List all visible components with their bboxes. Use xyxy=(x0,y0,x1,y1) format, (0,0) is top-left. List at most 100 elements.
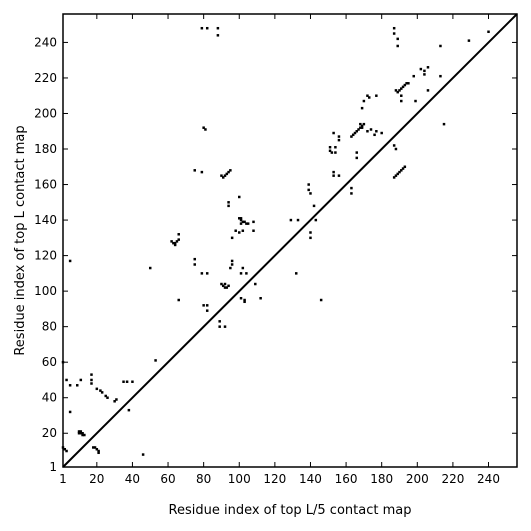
contact-point-lower xyxy=(394,174,398,177)
contact-point-upper xyxy=(337,135,341,138)
contact-point-upper xyxy=(122,380,125,383)
contact-point-upper xyxy=(309,236,312,240)
contact-point-upper xyxy=(366,130,369,133)
contact-point-upper xyxy=(426,89,430,92)
contact-point-upper xyxy=(90,378,93,382)
contact-point-upper xyxy=(227,201,230,204)
contact-point-upper xyxy=(218,320,221,323)
contact-point-upper xyxy=(309,231,312,234)
contact-point-upper xyxy=(396,37,399,41)
x-tick-label: 200 xyxy=(406,472,429,486)
x-tick-label: 80 xyxy=(196,472,211,486)
contact-point-lower xyxy=(396,172,399,176)
contact-point-lower xyxy=(83,433,86,437)
contact-point-lower xyxy=(403,83,407,87)
contact-point-lower xyxy=(92,446,95,449)
contact-point-upper xyxy=(239,272,243,275)
contact-point-upper xyxy=(205,304,209,307)
contact-point-upper xyxy=(230,236,234,240)
contact-point-upper xyxy=(307,188,310,192)
contact-point-lower xyxy=(241,220,245,224)
contact-point-upper xyxy=(68,410,72,414)
contact-point-lower xyxy=(353,131,357,135)
contact-point-upper xyxy=(400,99,403,103)
contact-point-lower xyxy=(99,389,102,392)
contact-point-lower xyxy=(95,447,99,451)
contact-point-lower xyxy=(79,432,83,435)
y-tick-label: 80 xyxy=(42,320,57,334)
contact-point-upper xyxy=(238,231,241,234)
contact-point-lower xyxy=(221,176,225,179)
y-tick-label: 20 xyxy=(42,426,57,440)
contact-point-upper xyxy=(230,263,234,266)
contact-point-upper xyxy=(380,131,383,135)
contact-point-lower xyxy=(227,170,230,174)
contact-point-lower xyxy=(245,222,248,225)
contact-point-lower xyxy=(392,176,396,179)
contact-point-upper xyxy=(392,32,396,35)
contact-point-upper xyxy=(148,266,152,270)
contact-point-upper xyxy=(76,384,79,387)
y-tick-label: 120 xyxy=(34,249,57,263)
x-tick-label: 1 xyxy=(59,472,67,486)
contact-point-upper xyxy=(245,272,248,275)
contact-point-upper xyxy=(239,217,243,220)
x-tick-label: 100 xyxy=(228,472,251,486)
contact-point-upper xyxy=(337,138,341,142)
contact-point-upper xyxy=(200,26,204,30)
contact-point-lower xyxy=(106,396,109,399)
contact-point-upper xyxy=(294,272,298,275)
contact-point-upper xyxy=(330,151,334,154)
y-tick-label: 40 xyxy=(42,391,57,405)
contact-point-upper xyxy=(392,144,396,147)
contact-point-upper xyxy=(65,449,68,453)
contact-point-upper xyxy=(216,26,220,30)
contact-point-upper xyxy=(200,170,204,174)
contact-point-lower xyxy=(398,170,401,174)
contact-point-upper xyxy=(79,378,83,382)
contact-point-lower xyxy=(104,394,107,398)
contact-point-upper xyxy=(350,192,353,195)
contact-point-upper xyxy=(309,192,312,195)
contact-point-lower xyxy=(360,126,364,129)
x-tick-label: 20 xyxy=(89,472,104,486)
contact-point-upper xyxy=(400,94,403,97)
contact-point-upper xyxy=(367,96,371,99)
contact-point-upper xyxy=(230,259,234,263)
x-axis: 1 20 40 60 80 100 120 140 160 180 200 220 240 xyxy=(59,14,500,486)
contact-point-upper xyxy=(314,218,318,222)
contact-point-lower xyxy=(350,135,353,138)
contact-point-lower xyxy=(359,126,362,129)
contact-point-lower xyxy=(77,430,81,433)
contact-point-upper xyxy=(95,387,99,391)
contact-point-upper xyxy=(332,174,335,177)
contact-point-upper xyxy=(193,257,196,261)
contact-point-upper xyxy=(177,233,180,236)
contact-point-upper xyxy=(312,204,316,208)
contact-point-lower xyxy=(403,165,407,169)
plot-frame xyxy=(62,13,518,468)
contact-point-lower xyxy=(79,430,83,433)
contact-point-upper xyxy=(419,67,423,71)
y-tick-label: 180 xyxy=(34,142,57,156)
contact-point-lower xyxy=(239,218,243,222)
contact-point-upper xyxy=(366,94,369,97)
contact-point-upper xyxy=(113,400,116,403)
contact-point-upper xyxy=(296,218,300,222)
contact-point-lower xyxy=(225,172,229,176)
contact-point-upper xyxy=(355,151,359,154)
contact-point-upper xyxy=(223,325,227,328)
contact-point-lower xyxy=(223,174,227,177)
y-tick-label: 220 xyxy=(34,71,57,85)
contact-point-lower xyxy=(362,122,366,126)
contact-point-lower xyxy=(77,432,81,435)
contact-point-lower xyxy=(238,217,241,220)
contact-point-lower xyxy=(81,433,84,437)
contact-point-upper xyxy=(350,186,353,190)
contact-point-upper xyxy=(172,241,175,245)
contact-point-lower xyxy=(407,82,410,85)
y-tick-label: 100 xyxy=(34,284,57,298)
contact-point-upper xyxy=(90,382,93,385)
contact-point-lower xyxy=(396,90,399,94)
contact-point-upper xyxy=(334,151,337,154)
